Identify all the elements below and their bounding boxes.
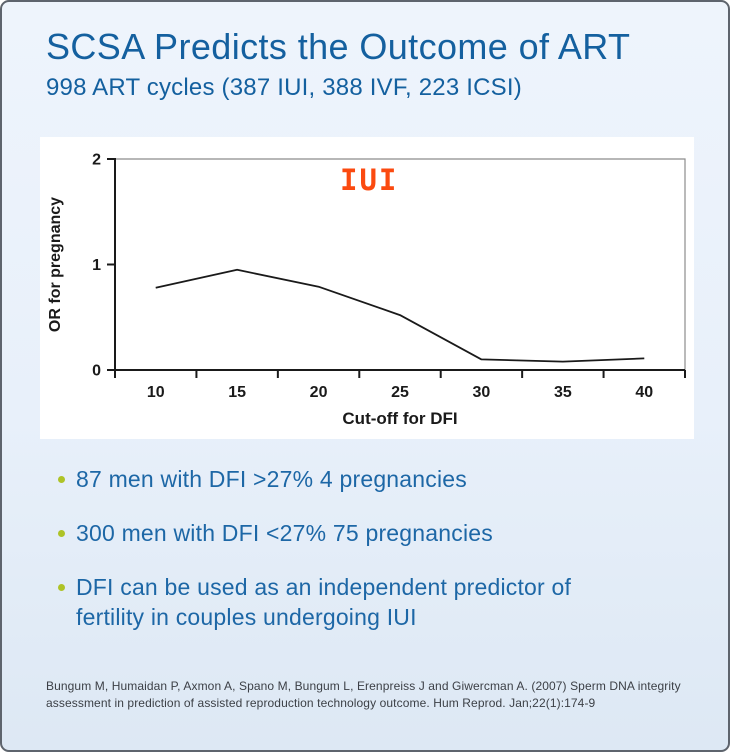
svg-text:0: 0 [92,363,101,380]
y-axis-label: OR for pregnancy [47,197,64,332]
bullet-text: 87 men with DFI >27% 4 pregnancies [76,466,467,492]
list-item: 87 men with DFI >27% 4 pregnancies [58,464,581,494]
svg-text:25: 25 [391,384,409,401]
or-pregnancy-line-chart: 0 1 2 10 15 20 25 30 35 40 Cut-off for DFI OR for p… [47,152,686,428]
svg-text:30: 30 [473,384,491,401]
x-axis-label: Cut-off for DFI [342,409,457,428]
svg-text:40: 40 [635,384,653,401]
svg-text:20: 20 [310,384,328,401]
list-item: DFI can be used as an independent predic… [58,572,581,632]
bullet-icon [58,584,65,591]
page-subtitle: 998 ART cycles (387 IUI, 388 IVF, 223 IC… [46,74,522,101]
page-title: SCSA Predicts the Outcome of ART [46,26,631,67]
citation: Bungum M, Humaidan P, Axmon A, Spano M, … [46,679,681,710]
chart-annotation: IUI [340,163,399,197]
bullet-text: DFI can be used as an independent predic… [76,574,572,630]
list-item: 300 men with DFI <27% 75 pregnancies [58,518,581,548]
bullet-list: 87 men with DFI >27% 4 pregnancies 300 m… [58,464,581,656]
bullet-icon [58,530,65,537]
chart-panel: 0 1 2 10 15 20 25 30 35 40 Cut-off for DFI OR for p… [40,137,694,439]
bullet-text: 300 men with DFI <27% 75 pregnancies [76,520,493,546]
svg-text:1: 1 [92,257,101,274]
svg-text:35: 35 [554,384,572,401]
svg-text:15: 15 [228,384,246,401]
bullet-icon [58,476,65,483]
svg-text:2: 2 [92,152,101,169]
svg-text:10: 10 [147,384,165,401]
